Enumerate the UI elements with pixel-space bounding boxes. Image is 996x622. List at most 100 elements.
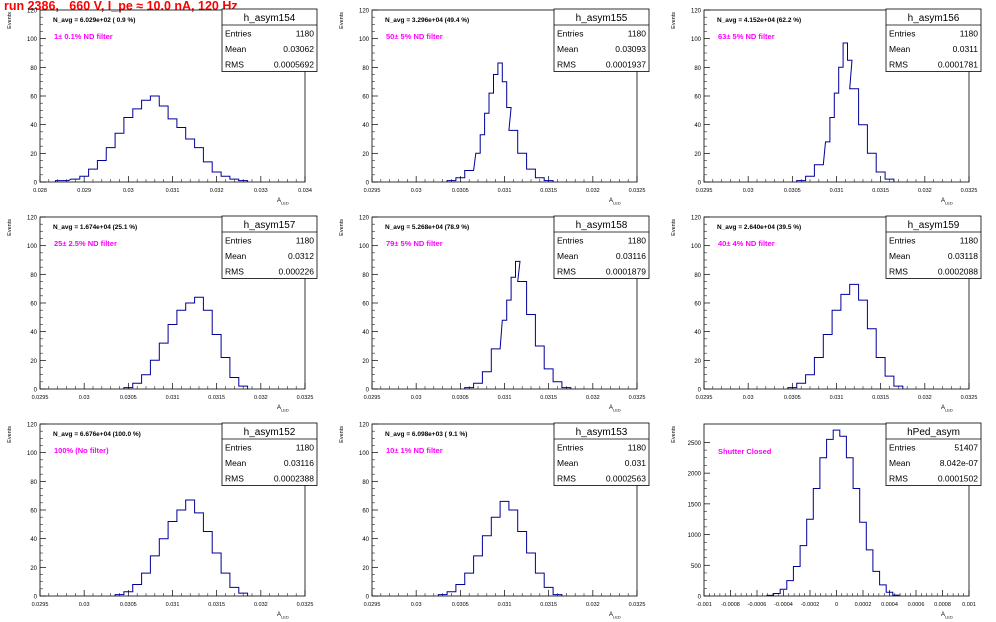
x-axis-title: ALED: [277, 405, 289, 413]
x-tick-label: 0.032: [918, 188, 932, 194]
y-tick-label: 40: [362, 537, 369, 543]
stats-label: Entries: [557, 443, 583, 453]
y-tick-label: 60: [362, 302, 369, 308]
y-tick-label: 500: [691, 564, 702, 570]
y-axis-title: Events: [671, 426, 677, 443]
y-tick-label: 40: [362, 330, 369, 336]
y-axis-title: Events: [671, 219, 677, 236]
filter-annotation: 50± 5% ND filter: [386, 32, 443, 41]
x-tick-label: 0.032: [254, 602, 268, 608]
y-tick-label: 100: [691, 37, 702, 43]
y-tick-label: 0: [698, 595, 702, 601]
y-tick-label: 120: [691, 9, 702, 15]
x-tick-label: 0.032: [254, 395, 268, 401]
stats-label: Mean: [889, 251, 911, 261]
x-axis-title: ALED: [277, 612, 289, 620]
histogram-panel-h_asym157: 0 20 40 60 80 100 120 0.0295 0.03 0.0305 0.031 0.03…: [0, 207, 332, 414]
x-tick-label: 0.032: [586, 395, 600, 401]
stats-value: 1180: [296, 443, 315, 453]
stats-value: 0.03118: [948, 251, 978, 261]
x-tick-label: 0.0305: [452, 395, 469, 401]
stats-box: [553, 422, 650, 486]
y-tick-label: 40: [694, 123, 701, 129]
histogram-panel-h_asym155: 0 20 40 60 80 100 120 0.0295 0.03 0.0305 0.031 0.03…: [332, 0, 664, 207]
stats-value: 51407: [954, 443, 978, 453]
y-tick-label: 2000: [688, 472, 702, 478]
x-tick-label: 0.0305: [784, 395, 801, 401]
stats-label: RMS: [225, 474, 244, 484]
y-tick-label: 20: [30, 152, 37, 158]
x-tick-label: 0.0295: [364, 395, 381, 401]
stats-value: 0.0001781: [938, 60, 978, 70]
y-tick-label: 100: [359, 451, 370, 457]
x-tick-label: 0.03: [411, 602, 422, 608]
x-tick-label: 0.031: [498, 395, 512, 401]
x-tick-label: 0.029: [77, 188, 91, 194]
histogram-svg: 0 20 40 60 80 100 120 0.0295 0.03 0.0305 0.031 0.03…: [671, 8, 982, 206]
y-tick-label: 120: [359, 423, 370, 429]
histogram-svg: 0 20 40 60 80 100 120 0.0295 0.03 0.0305 0.031 0.03…: [339, 216, 650, 413]
y-tick-label: 0: [34, 388, 38, 394]
stats-label: Entries: [557, 29, 583, 39]
stats-value: 0.03116: [284, 458, 314, 468]
filter-annotation: 25± 2.5% ND filter: [54, 239, 117, 248]
x-tick-label: 0.0315: [208, 602, 225, 608]
stats-label: Mean: [557, 458, 579, 468]
stats-box: [885, 8, 982, 72]
x-tick-label: 0.031: [166, 602, 180, 608]
stats-value: 0.03116: [616, 251, 646, 261]
x-tick-label: 0.031: [498, 602, 512, 608]
stats-title: h_asym157: [244, 220, 296, 231]
y-tick-label: 0: [698, 388, 702, 394]
histogram-bars: [114, 499, 249, 596]
y-axis-title: Events: [671, 12, 677, 29]
x-tick-label: 0.0315: [872, 395, 889, 401]
filter-annotation: Shutter Closed: [718, 447, 772, 456]
y-axis-title: Events: [7, 426, 13, 443]
y-tick-label: 120: [691, 216, 702, 222]
stats-label: RMS: [225, 60, 244, 70]
y-tick-label: 40: [30, 123, 37, 129]
x-axis-title: ALED: [609, 198, 621, 206]
y-tick-label: 100: [27, 451, 38, 457]
x-tick-label: 0.03: [411, 188, 422, 194]
x-tick-label: -0.0002: [801, 602, 820, 608]
y-tick-label: 120: [359, 216, 370, 222]
stats-label: RMS: [889, 60, 908, 70]
y-tick-label: 100: [359, 244, 370, 250]
stats-label: Entries: [557, 236, 583, 246]
stats-value: 0.03093: [615, 44, 646, 54]
stats-title: hPed_asym: [907, 427, 960, 438]
y-tick-label: 120: [27, 423, 38, 429]
navg-label: N_avg = 3.296e+04 (49.4 %): [385, 17, 469, 24]
x-tick-label: 0.0004: [881, 602, 898, 608]
stats-box: [221, 8, 318, 72]
histogram-panel-h_asym159: 0 20 40 60 80 100 120 0.0295 0.03 0.0305 0.031 0.03…: [664, 207, 996, 414]
x-tick-label: 0.0325: [629, 602, 646, 608]
stats-title: h_asym152: [244, 427, 296, 438]
stats-box: [885, 422, 982, 486]
navg-label: N_avg = 2.640e+04 (39.5 %): [717, 224, 801, 231]
x-tick-label: 0.0325: [297, 602, 314, 608]
y-tick-label: 20: [362, 152, 369, 158]
y-tick-label: 100: [27, 244, 38, 250]
x-tick-label: 0.03: [79, 602, 90, 608]
x-axis-title-subscript: LED: [945, 201, 953, 206]
histogram-svg: 0 20 40 60 80 100 120 0.0295 0.03 0.0305 0.031 0.03…: [339, 422, 650, 620]
x-axis-title-subscript: LED: [945, 408, 953, 413]
stats-label: Mean: [557, 251, 579, 261]
stats-value: 0.0312: [288, 251, 314, 261]
x-axis-title: ALED: [941, 405, 953, 413]
stats-label: Entries: [225, 236, 251, 246]
y-axis-title: Events: [7, 219, 13, 236]
histogram-panel-h_asym152: 0 20 40 60 80 100 120 0.0295 0.03 0.0305 0.031 0.03…: [0, 414, 332, 621]
histogram-svg: 0 20 40 60 80 100 120 0.0295 0.03 0.0305 0.031 0.03…: [671, 216, 982, 413]
stats-label: Mean: [889, 458, 911, 468]
x-tick-label: 0.0305: [452, 602, 469, 608]
y-tick-label: 60: [694, 95, 701, 101]
navg-label: N_avg = 6.098e+03 ( 9.1 %): [385, 431, 467, 438]
filter-annotation: 63± 5% ND filter: [718, 32, 775, 41]
y-tick-label: 1500: [688, 502, 702, 508]
stats-value: 1180: [960, 29, 979, 39]
